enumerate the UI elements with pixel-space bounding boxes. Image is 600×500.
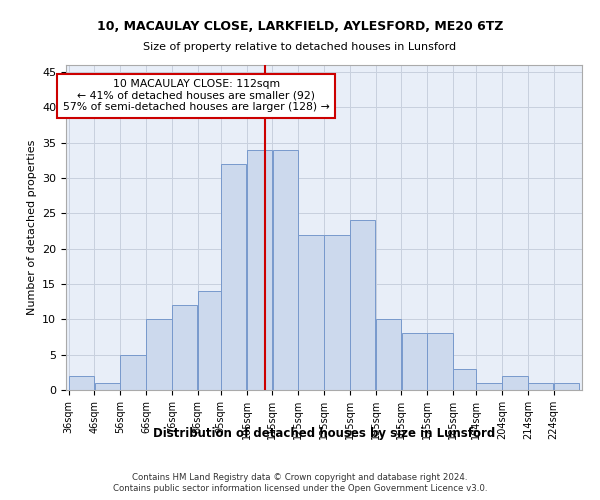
Text: Contains public sector information licensed under the Open Government Licence v3: Contains public sector information licen…	[113, 484, 487, 493]
Bar	[427, 334, 453, 390]
Bar	[298, 234, 324, 390]
Bar	[121, 354, 146, 390]
Text: Size of property relative to detached houses in Lunsford: Size of property relative to detached ho…	[143, 42, 457, 52]
Bar	[198, 291, 221, 390]
Y-axis label: Number of detached properties: Number of detached properties	[26, 140, 37, 315]
Bar	[554, 383, 579, 390]
Bar	[69, 376, 94, 390]
Bar	[401, 334, 427, 390]
Bar	[172, 305, 197, 390]
Bar	[221, 164, 247, 390]
Bar	[502, 376, 527, 390]
Text: Distribution of detached houses by size in Lunsford: Distribution of detached houses by size …	[153, 428, 495, 440]
Bar	[272, 150, 298, 390]
Text: Contains HM Land Registry data © Crown copyright and database right 2024.: Contains HM Land Registry data © Crown c…	[132, 472, 468, 482]
Text: 10 MACAULAY CLOSE: 112sqm
← 41% of detached houses are smaller (92)
57% of semi-: 10 MACAULAY CLOSE: 112sqm ← 41% of detac…	[63, 79, 329, 112]
Bar	[95, 383, 120, 390]
Bar	[476, 383, 502, 390]
Bar	[350, 220, 376, 390]
Bar	[247, 150, 272, 390]
Bar	[146, 320, 172, 390]
Bar	[453, 369, 476, 390]
Bar	[324, 234, 350, 390]
Bar	[528, 383, 553, 390]
Bar	[376, 320, 401, 390]
Text: 10, MACAULAY CLOSE, LARKFIELD, AYLESFORD, ME20 6TZ: 10, MACAULAY CLOSE, LARKFIELD, AYLESFORD…	[97, 20, 503, 33]
